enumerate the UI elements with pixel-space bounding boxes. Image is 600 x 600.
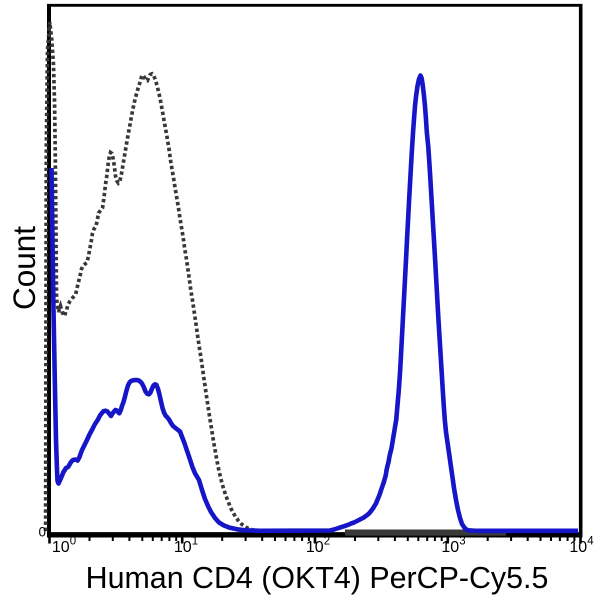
svg-text:Count: Count <box>6 226 42 310</box>
svg-text:Human CD4 (OKT4) PerCP-Cy5.5: Human CD4 (OKT4) PerCP-Cy5.5 <box>86 561 549 595</box>
svg-text:0: 0 <box>38 525 46 540</box>
